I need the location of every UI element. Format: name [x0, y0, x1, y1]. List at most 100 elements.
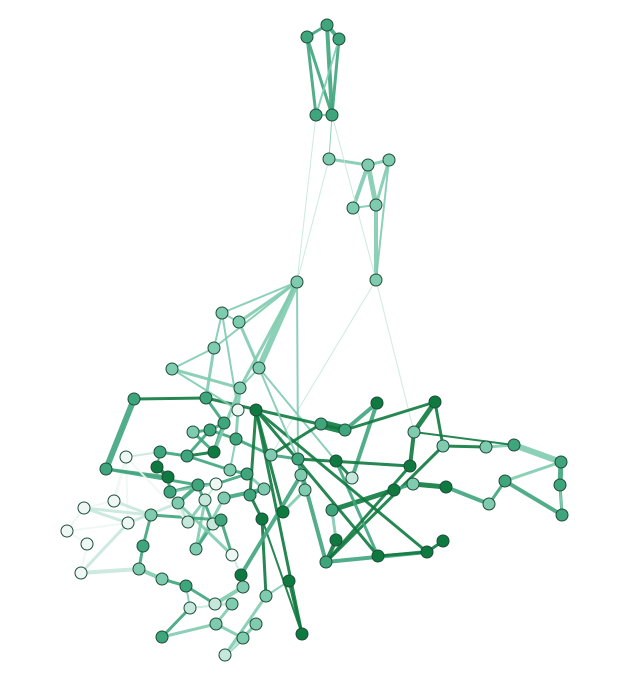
- graph-node: [498, 474, 512, 488]
- graph-node: [291, 452, 305, 466]
- graph-edge: [503, 460, 563, 483]
- graph-node: [255, 512, 269, 526]
- graph-node: [179, 579, 193, 593]
- graph-edge: [260, 517, 268, 598]
- graph-node: [217, 416, 231, 430]
- graph-node: [290, 275, 304, 289]
- graph-edge: [160, 622, 218, 639]
- graph-node: [236, 631, 250, 645]
- graph-node: [320, 18, 334, 32]
- graph-node: [298, 483, 312, 497]
- graph-node: [136, 539, 150, 553]
- graph-edge: [413, 431, 515, 446]
- graph-node: [60, 524, 74, 538]
- graph-edge: [112, 499, 153, 517]
- graph-edge: [79, 567, 141, 575]
- graph-node: [80, 537, 94, 551]
- graph-edge: [511, 442, 564, 465]
- graph-edge: [365, 162, 379, 208]
- graph-edge: [441, 444, 488, 449]
- graph-node: [479, 440, 493, 454]
- graph-node: [387, 483, 401, 497]
- graph-edge: [343, 401, 379, 432]
- graph-node: [282, 574, 296, 588]
- graph-edge: [254, 408, 304, 636]
- graph-node: [370, 396, 384, 410]
- graph-node: [189, 542, 203, 556]
- graph-node: [369, 273, 383, 287]
- graph-node: [482, 497, 496, 511]
- graph-node: [153, 445, 167, 459]
- graph-node: [325, 503, 339, 517]
- graph-node: [165, 362, 179, 376]
- graph-edge: [194, 498, 207, 551]
- graph-edge: [351, 163, 370, 210]
- graph-edge: [503, 479, 564, 517]
- graph-node: [329, 454, 343, 468]
- graph-node: [199, 391, 213, 405]
- graph-node: [309, 108, 323, 122]
- graph-node: [155, 572, 169, 586]
- graph-node: [346, 201, 360, 215]
- graph-edge: [104, 467, 200, 487]
- graph-node: [249, 617, 263, 631]
- graph-node: [338, 423, 352, 437]
- graph-node: [180, 449, 194, 463]
- graph-node: [553, 478, 567, 492]
- graph-node: [554, 455, 568, 469]
- graph-node: [232, 315, 246, 329]
- graph-node: [371, 549, 385, 563]
- graph-node: [259, 589, 273, 603]
- graph-edge: [160, 606, 192, 639]
- graph-edge: [324, 464, 412, 564]
- graph-edge: [112, 455, 128, 503]
- graph-edge: [254, 408, 380, 558]
- graph-node: [240, 467, 254, 481]
- graph-node: [236, 580, 250, 594]
- graph-node: [209, 617, 223, 631]
- graph-node: [345, 471, 359, 485]
- graph-node: [198, 493, 212, 507]
- graph-node: [209, 477, 223, 491]
- graph-node: [127, 392, 141, 406]
- graph-edge: [82, 506, 130, 525]
- graph-edge: [258, 367, 299, 460]
- graph-node: [121, 516, 135, 530]
- graph-edge: [444, 485, 491, 506]
- graph-edge: [261, 518, 303, 635]
- graph-edge: [296, 158, 330, 283]
- graph-edge: [375, 279, 415, 433]
- graph-edge: [343, 400, 437, 432]
- graph-edge: [171, 347, 215, 370]
- graph-node: [382, 153, 396, 167]
- graph-node: [294, 468, 308, 482]
- graph-node: [107, 494, 121, 508]
- graph-node: [150, 460, 164, 474]
- graph-edge: [79, 521, 130, 575]
- graph-edge: [170, 367, 242, 390]
- graph-edge: [269, 422, 323, 457]
- graph-node: [218, 648, 232, 662]
- graph-node: [314, 417, 328, 431]
- graph-node: [207, 341, 221, 355]
- graph-node: [99, 462, 113, 476]
- graph-edge: [296, 114, 317, 283]
- graph-edge: [238, 280, 299, 390]
- graph-node: [300, 30, 314, 44]
- graph-node: [119, 450, 133, 464]
- graph-edge: [315, 38, 340, 116]
- graph-node: [322, 152, 336, 166]
- graph-node: [214, 513, 228, 527]
- graph-node: [257, 482, 271, 496]
- graph-node: [74, 566, 88, 580]
- graph-edge: [254, 408, 429, 554]
- graph-edge: [223, 594, 268, 657]
- graph-edge: [374, 158, 391, 207]
- graph-node: [407, 425, 421, 439]
- graph-edge: [204, 346, 216, 400]
- graph-edge: [221, 312, 239, 411]
- graph-edge: [221, 281, 298, 314]
- graph-node: [249, 403, 263, 417]
- graph-node: [295, 627, 309, 641]
